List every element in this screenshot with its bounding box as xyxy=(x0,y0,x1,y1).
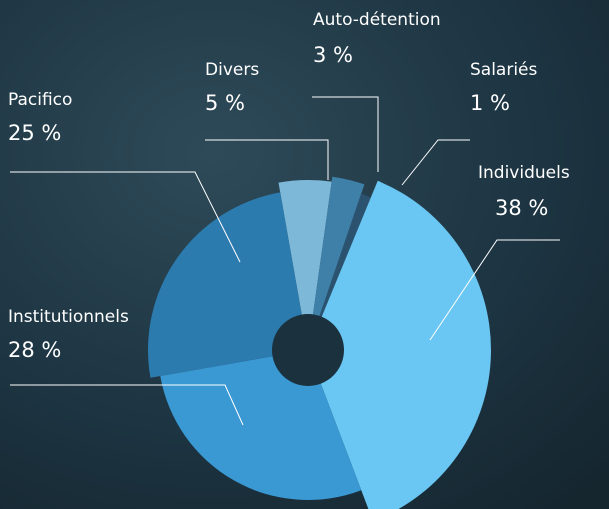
slice-value: 1 % xyxy=(470,91,510,115)
donut-hole xyxy=(272,314,344,386)
slice-value: 38 % xyxy=(495,196,548,220)
slice-value: 5 % xyxy=(205,91,245,115)
slice-name: Salariés xyxy=(470,60,538,80)
leader-line xyxy=(401,139,470,186)
leader-line xyxy=(312,96,379,172)
slice-value: 25 % xyxy=(8,121,61,145)
slice-name: Auto-détention xyxy=(313,10,441,30)
leader-line xyxy=(205,139,329,180)
slice-name: Institutionnels xyxy=(8,307,129,327)
pie-slice xyxy=(308,193,371,350)
pie-slice xyxy=(278,179,332,350)
slice-value: 28 % xyxy=(8,338,61,362)
slice-name: Pacifico xyxy=(8,90,72,110)
slice-value: 3 % xyxy=(313,43,353,67)
leader-line xyxy=(10,171,241,263)
pie-slice xyxy=(308,176,365,350)
pie-slice xyxy=(160,350,362,500)
pie-slice xyxy=(308,180,491,509)
slice-name: Divers xyxy=(205,60,259,80)
slice-name: Individuels xyxy=(478,163,570,183)
pie-slice xyxy=(148,192,308,378)
leader-line xyxy=(429,239,560,341)
leader-line xyxy=(10,384,244,426)
